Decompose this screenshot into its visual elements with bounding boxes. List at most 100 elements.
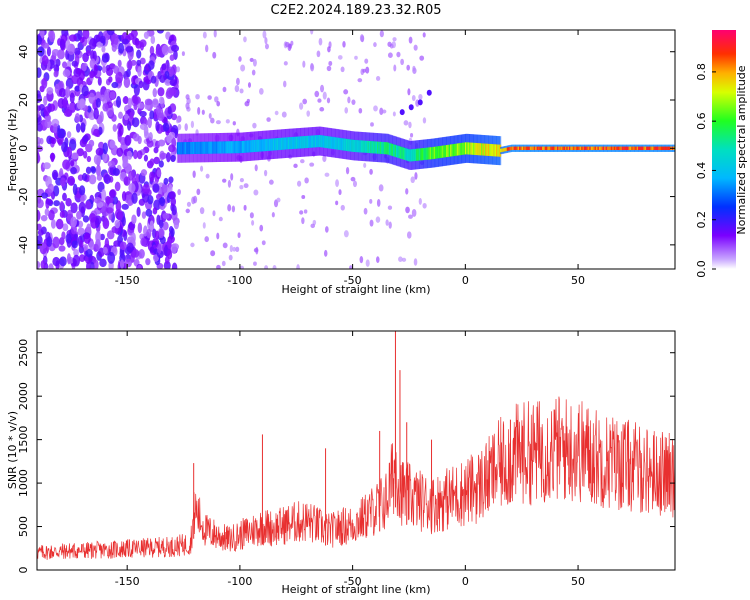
track-core xyxy=(316,135,319,148)
track-core xyxy=(494,144,498,157)
noise-cell xyxy=(140,169,148,177)
noise-cell xyxy=(98,141,105,150)
track-core xyxy=(579,146,583,150)
track-core xyxy=(217,141,220,154)
track-core xyxy=(290,137,293,150)
track-core xyxy=(590,146,594,150)
faint-cell xyxy=(299,102,304,110)
noise-cell xyxy=(82,30,90,40)
track-core xyxy=(214,141,218,154)
track-core xyxy=(443,145,446,158)
track-core xyxy=(320,135,323,148)
faint-cell xyxy=(302,60,306,68)
faint-cell xyxy=(214,96,219,103)
noise-cell xyxy=(133,103,138,111)
track-core xyxy=(198,141,201,154)
track-core xyxy=(528,146,531,150)
faint-cell xyxy=(177,123,182,131)
spectrogram-y-ticks: -40 -20 0 20 40 xyxy=(17,45,675,254)
noise-cell xyxy=(93,259,99,269)
faint-cell xyxy=(359,34,365,42)
spectrogram-x-ticks: -150 -100 -50 0 50 xyxy=(115,30,585,287)
track-core xyxy=(387,142,391,155)
noise-cell xyxy=(171,262,178,269)
noise-cell xyxy=(62,61,68,69)
track-core xyxy=(184,142,188,155)
track-core xyxy=(454,143,457,156)
track-core xyxy=(608,146,611,150)
faint-cell xyxy=(363,162,367,168)
noise-cell xyxy=(37,151,40,164)
noise-cell xyxy=(137,135,142,145)
track-core xyxy=(378,141,381,154)
track-core xyxy=(284,137,288,150)
noise-cell xyxy=(95,147,104,156)
track-core xyxy=(640,146,644,150)
track-core xyxy=(414,148,418,161)
faint-cell xyxy=(335,179,339,187)
track-core xyxy=(604,146,607,150)
snr-y-ticks: 0 500 1000 1500 2000 2500 xyxy=(17,339,675,574)
noise-cell xyxy=(148,60,155,70)
noise-cell xyxy=(145,258,151,266)
track-core xyxy=(610,146,614,150)
faint-cell xyxy=(296,264,300,269)
noise-cell xyxy=(116,96,122,108)
noise-cell xyxy=(93,63,98,76)
faint-cell xyxy=(264,265,269,269)
faint-cell xyxy=(212,210,216,217)
noise-cell xyxy=(121,191,127,202)
faint-cell xyxy=(411,208,417,217)
faint-cell xyxy=(251,219,255,226)
noise-cell xyxy=(85,200,92,210)
noise-cell xyxy=(148,131,153,142)
noise-cell xyxy=(119,241,127,251)
noise-cell xyxy=(168,87,177,96)
noise-cell xyxy=(133,149,138,160)
noise-cell xyxy=(108,76,113,83)
track-core xyxy=(280,137,284,150)
track-core xyxy=(452,144,456,157)
track-core xyxy=(413,149,416,162)
faint-cell xyxy=(413,44,418,51)
faint-cell xyxy=(222,242,228,249)
noise-cell xyxy=(136,59,142,66)
track-core xyxy=(620,146,623,150)
noise-cell xyxy=(41,42,50,49)
noise-cell xyxy=(95,231,102,243)
snr-series xyxy=(37,331,675,560)
track-core xyxy=(195,141,199,154)
track-core xyxy=(389,143,392,156)
faint-cell xyxy=(393,64,397,72)
snr-x-label: Height of straight line (km) xyxy=(281,583,430,596)
faint-cell xyxy=(410,176,415,184)
noise-cell xyxy=(82,52,89,63)
noise-cell xyxy=(62,69,71,78)
track-core xyxy=(594,146,598,150)
track-core xyxy=(393,144,396,157)
track-core xyxy=(312,135,315,148)
track-core xyxy=(468,142,472,155)
faint-cell xyxy=(197,106,201,115)
track-core xyxy=(624,146,628,150)
noise-cell xyxy=(155,121,160,132)
track-core xyxy=(270,138,273,151)
noise-cell xyxy=(46,87,54,95)
noise-cell xyxy=(99,258,107,268)
track-core xyxy=(267,138,270,151)
faint-cell xyxy=(392,111,396,117)
track-core xyxy=(176,142,180,155)
noise-cell xyxy=(152,88,158,98)
track-core xyxy=(529,146,533,150)
noise-cell xyxy=(170,154,176,163)
noise-cell xyxy=(67,146,72,159)
noise-cell xyxy=(42,162,51,170)
track-core xyxy=(644,146,648,150)
snr-y-label: SNR (10 * v/v) xyxy=(6,411,19,489)
track-core xyxy=(299,136,303,149)
faint-cell xyxy=(304,177,309,184)
noise-cell xyxy=(40,260,46,269)
faint-cell xyxy=(261,240,266,246)
noise-cell xyxy=(88,139,95,148)
track-core xyxy=(370,141,373,154)
